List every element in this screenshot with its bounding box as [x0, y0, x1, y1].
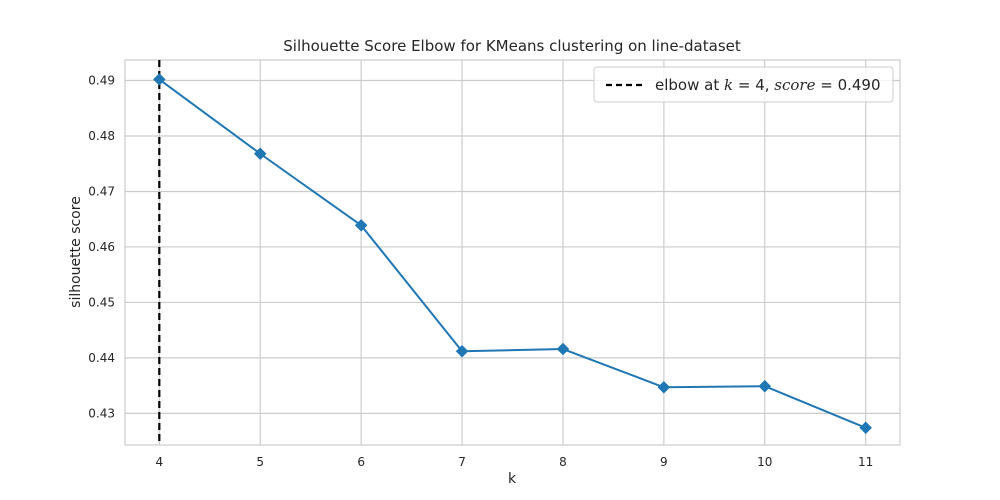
y-tick-label: 0.45	[88, 295, 115, 309]
data-point-marker	[152, 73, 166, 86]
x-tick-label: 7	[458, 455, 466, 469]
y-tick-labels: 0.43 0.44 0.45 0.46 0.47 0.48 0.49	[88, 74, 115, 421]
series-layer	[152, 73, 873, 435]
plot-area	[124, 59, 901, 446]
series-line	[158, 78, 867, 429]
plot-frame	[124, 59, 901, 446]
legend: elbow at k = 4, score = 0.490	[593, 66, 894, 103]
y-tick-label: 0.43	[88, 406, 115, 420]
x-tick-label: 8	[559, 455, 567, 469]
x-tick-label: 5	[256, 455, 264, 469]
data-point-marker	[657, 380, 671, 394]
legend-equals-1: =	[733, 76, 755, 94]
data-point-marker	[859, 421, 873, 435]
data-point-marker	[556, 342, 570, 356]
data-point-marker	[758, 379, 772, 393]
data-point-marker	[253, 147, 267, 161]
legend-score-value: 0.490	[838, 76, 881, 94]
y-tick-label: 0.48	[88, 129, 115, 143]
x-tick-label: 10	[757, 455, 772, 469]
legend-separator: ,	[765, 76, 775, 94]
legend-label: elbow at k = 4, score = 0.490	[655, 76, 881, 94]
x-tick-labels: 4 5 6 7 8 9 10 11	[155, 455, 873, 469]
legend-box	[593, 66, 894, 103]
chart-title: Silhouette Score Elbow for KMeans cluste…	[283, 37, 741, 55]
y-axis-label: silhouette score	[68, 196, 84, 308]
data-point-marker	[455, 344, 469, 358]
x-tick-label: 4	[155, 455, 163, 469]
grid-lines	[125, 60, 900, 445]
legend-score-symbol: score	[774, 76, 815, 94]
legend-k-value: 4	[755, 76, 765, 94]
legend-equals-2: =	[815, 76, 837, 94]
y-tick-label: 0.47	[88, 184, 115, 198]
x-tick-label: 11	[858, 455, 873, 469]
y-tick-label: 0.46	[88, 240, 115, 254]
legend-prefix: elbow at	[655, 76, 724, 94]
legend-k-symbol: k	[724, 76, 733, 94]
x-tick-label: 9	[660, 455, 668, 469]
x-tick-label: 6	[357, 455, 365, 469]
data-point-marker	[354, 218, 368, 232]
x-axis-label: k	[508, 471, 517, 487]
y-tick-label: 0.44	[88, 351, 115, 365]
y-tick-label: 0.49	[88, 74, 115, 88]
